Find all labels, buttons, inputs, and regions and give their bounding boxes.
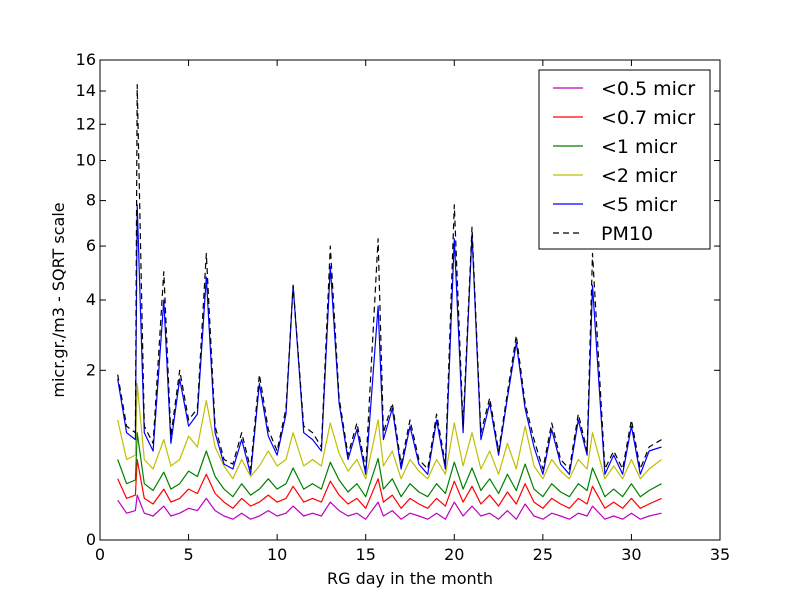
tick-layer: 0 5 10 15 20 25 30 35 0 2 4 6 8 10 12 14 16 (76, 50, 731, 564)
x-tick-label: 25 (533, 545, 553, 564)
legend-label: <0.5 micr (601, 78, 695, 100)
y-tick-label: 10 (76, 151, 96, 170)
legend-label: <5 micr (601, 194, 677, 216)
series-line (117, 432, 662, 498)
x-axis-label: RG day in the month (327, 569, 493, 588)
x-tick-label: 30 (621, 545, 641, 564)
series-line (117, 84, 662, 470)
legend-box (538, 69, 711, 250)
y-tick-label: 6 (86, 236, 96, 255)
series-line (117, 458, 662, 509)
x-tick-label: 35 (710, 545, 730, 564)
series-layer (117, 84, 662, 520)
y-tick-label: 0 (86, 530, 96, 549)
series-line (117, 494, 662, 520)
y-tick-label: 8 (86, 191, 96, 210)
x-tick-label: 0 (95, 545, 105, 564)
legend: <0.5 micr <0.7 micr <1 micr <2 micr <5 micr P… (538, 69, 711, 250)
y-tick-label: 4 (86, 290, 96, 309)
y-tick-label: 12 (76, 114, 96, 133)
legend-label: PM10 (601, 223, 653, 245)
x-tick-label: 10 (267, 545, 287, 564)
y-tick-label: 16 (76, 50, 96, 69)
series-line (117, 382, 662, 480)
y-tick-label: 14 (76, 81, 96, 100)
legend-label: <2 micr (601, 165, 677, 187)
legend-label: <0.7 micr (601, 107, 695, 129)
x-tick-label: 5 (183, 545, 193, 564)
legend-label: <1 micr (601, 136, 677, 158)
y-axis-label: micr.gr./m3 - SQRT scale (49, 202, 68, 397)
x-tick-label: 20 (444, 545, 464, 564)
series-line (117, 204, 662, 475)
x-tick-label: 15 (356, 545, 376, 564)
y-tick-label: 2 (86, 360, 96, 379)
